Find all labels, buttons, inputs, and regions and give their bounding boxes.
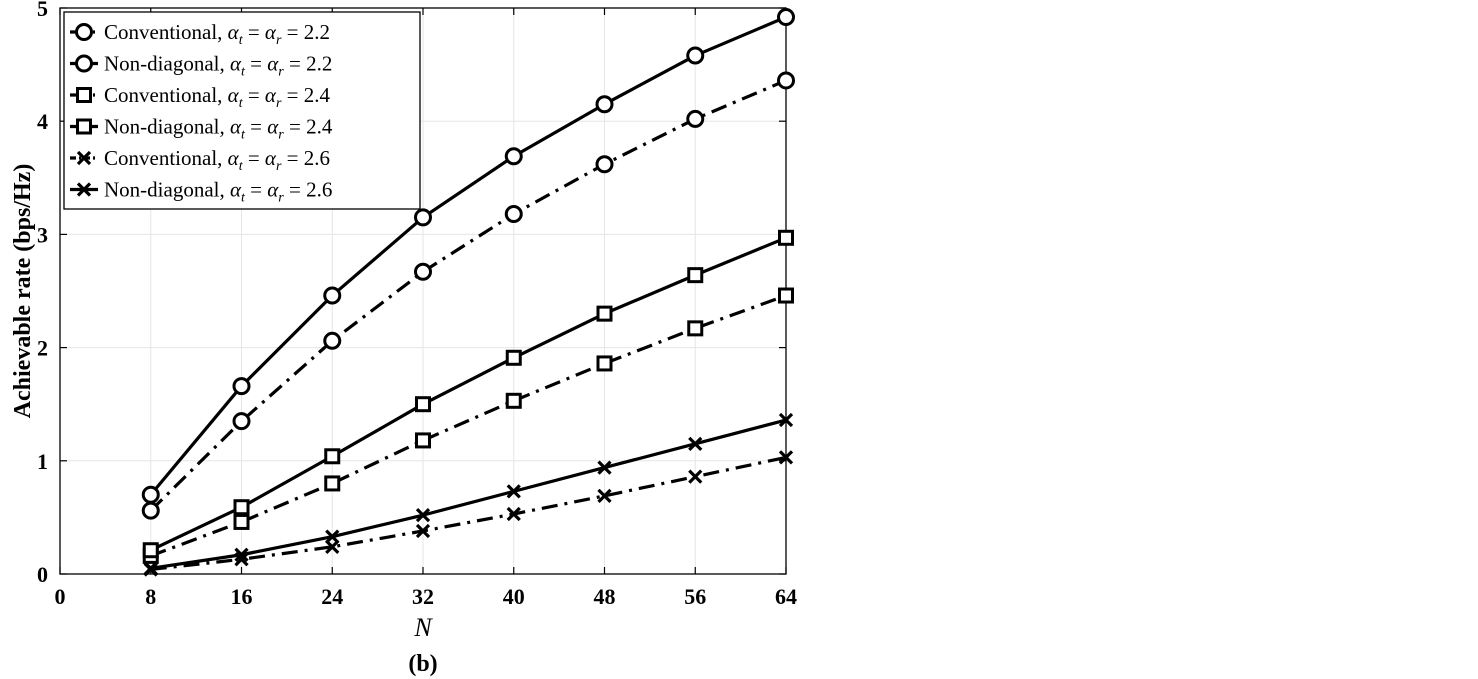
data-point-marker xyxy=(414,208,432,227)
legend-marker xyxy=(75,54,93,73)
legend-marker xyxy=(76,150,92,166)
legend-entry: Conventional, αt = αr = 2.2 xyxy=(70,20,330,48)
y-axis-label: Achievable rate (bps/Hz) xyxy=(10,164,36,419)
series-line xyxy=(150,294,787,558)
data-point-marker xyxy=(232,377,251,396)
y-tick-label: 0 xyxy=(37,562,48,587)
data-point-marker xyxy=(686,109,705,128)
series-line xyxy=(150,236,787,552)
x-tick-label: 56 xyxy=(684,584,706,609)
data-point-marker xyxy=(505,349,522,366)
data-point-marker xyxy=(595,95,614,114)
legend-entry: Conventional, αt = αr = 2.6 xyxy=(70,146,330,174)
y-tick-label: 2 xyxy=(37,336,48,361)
data-point-marker xyxy=(595,155,614,174)
data-point-marker xyxy=(323,331,342,350)
figure-caption: (b) xyxy=(408,651,437,677)
data-point-marker xyxy=(596,355,613,372)
data-point-marker xyxy=(415,432,431,449)
data-point-marker xyxy=(324,448,341,465)
legend-marker xyxy=(76,87,92,103)
legend-label: Conventional, αt = αr = 2.4 xyxy=(104,83,330,111)
data-point-marker xyxy=(232,412,251,431)
data-point-marker xyxy=(415,523,431,539)
data-point-marker xyxy=(414,262,432,281)
data-point-marker xyxy=(141,485,160,504)
data-point-marker xyxy=(506,506,521,522)
data-point-marker xyxy=(325,529,340,544)
x-tick-label: 0 xyxy=(55,584,66,609)
data-point-marker xyxy=(233,513,250,530)
legend-label: Conventional, αt = αr = 2.2 xyxy=(104,20,330,48)
legend-marker xyxy=(76,118,92,135)
axis-ticks: 0 8 16 24 32 40 48 56 64 0 1 2 3 4 5 xyxy=(37,0,797,609)
data-point-marker xyxy=(777,8,795,27)
data-point-marker xyxy=(143,561,158,576)
data-point-marker xyxy=(141,501,160,520)
data-point-marker xyxy=(506,484,521,499)
data-point-marker xyxy=(778,412,794,428)
series-1 xyxy=(141,71,795,520)
data-point-marker xyxy=(597,460,612,475)
legend-entry: Non-diagonal, αt = αr = 2.2 xyxy=(70,52,332,80)
legend-box xyxy=(63,11,421,210)
data-point-marker xyxy=(142,542,159,559)
y-tick-label: 3 xyxy=(37,222,48,247)
y-tick-label: 1 xyxy=(37,449,48,474)
series-6 xyxy=(143,412,794,576)
legend-label: Non-diagonal, αt = αr = 2.6 xyxy=(104,178,332,206)
series-4 xyxy=(142,229,794,559)
data-point-marker xyxy=(234,547,249,562)
x-tick-label: 48 xyxy=(594,584,616,609)
data-point-marker xyxy=(778,229,794,246)
data-point-marker xyxy=(415,508,431,523)
x-tick-label: 24 xyxy=(321,584,343,609)
data-point-marker xyxy=(504,205,523,224)
data-series xyxy=(141,8,795,577)
legend-label: Non-diagonal, αt = αr = 2.2 xyxy=(104,52,332,80)
x-axis-label: N xyxy=(413,613,433,642)
series-line xyxy=(149,78,787,512)
series-line xyxy=(150,418,787,570)
legend-marker xyxy=(76,182,92,197)
legend-entry: Non-diagonal, αt = αr = 2.4 xyxy=(70,115,333,143)
data-point-marker xyxy=(778,287,794,304)
data-point-marker xyxy=(687,320,704,337)
legend: Conventional, αt = αr = 2.2 Non-diagonal,… xyxy=(63,11,421,210)
x-tick-label: 64 xyxy=(775,584,797,609)
x-tick-label: 40 xyxy=(503,584,525,609)
legend-entry: Non-diagonal, αt = αr = 2.6 xyxy=(70,178,332,206)
data-point-marker xyxy=(686,46,705,65)
data-point-marker xyxy=(324,475,341,492)
data-point-marker xyxy=(504,147,523,166)
legend-entry: Conventional, αt = αr = 2.4 xyxy=(70,83,330,111)
data-point-marker xyxy=(778,450,794,465)
data-point-marker xyxy=(688,436,703,451)
y-tick-label: 5 xyxy=(37,0,48,21)
data-point-marker xyxy=(687,267,704,284)
x-tick-label: 8 xyxy=(145,584,156,609)
legend-marker xyxy=(75,23,93,41)
data-point-marker xyxy=(688,469,703,484)
legend-label: Non-diagonal, αt = αr = 2.4 xyxy=(104,115,333,143)
x-tick-label: 16 xyxy=(231,584,253,609)
data-point-marker xyxy=(777,71,795,90)
data-point-marker xyxy=(233,499,250,516)
data-point-marker xyxy=(415,396,431,413)
data-point-marker xyxy=(597,488,612,504)
series-2 xyxy=(141,8,795,504)
series-line xyxy=(149,15,787,496)
x-tick-label: 32 xyxy=(412,584,434,609)
data-point-marker xyxy=(505,392,522,409)
data-point-marker xyxy=(596,305,613,322)
series-line xyxy=(150,455,787,572)
y-tick-label: 4 xyxy=(37,109,48,134)
series-3 xyxy=(142,287,794,564)
data-point-marker xyxy=(323,286,342,305)
legend-label: Conventional, αt = αr = 2.6 xyxy=(104,146,330,174)
